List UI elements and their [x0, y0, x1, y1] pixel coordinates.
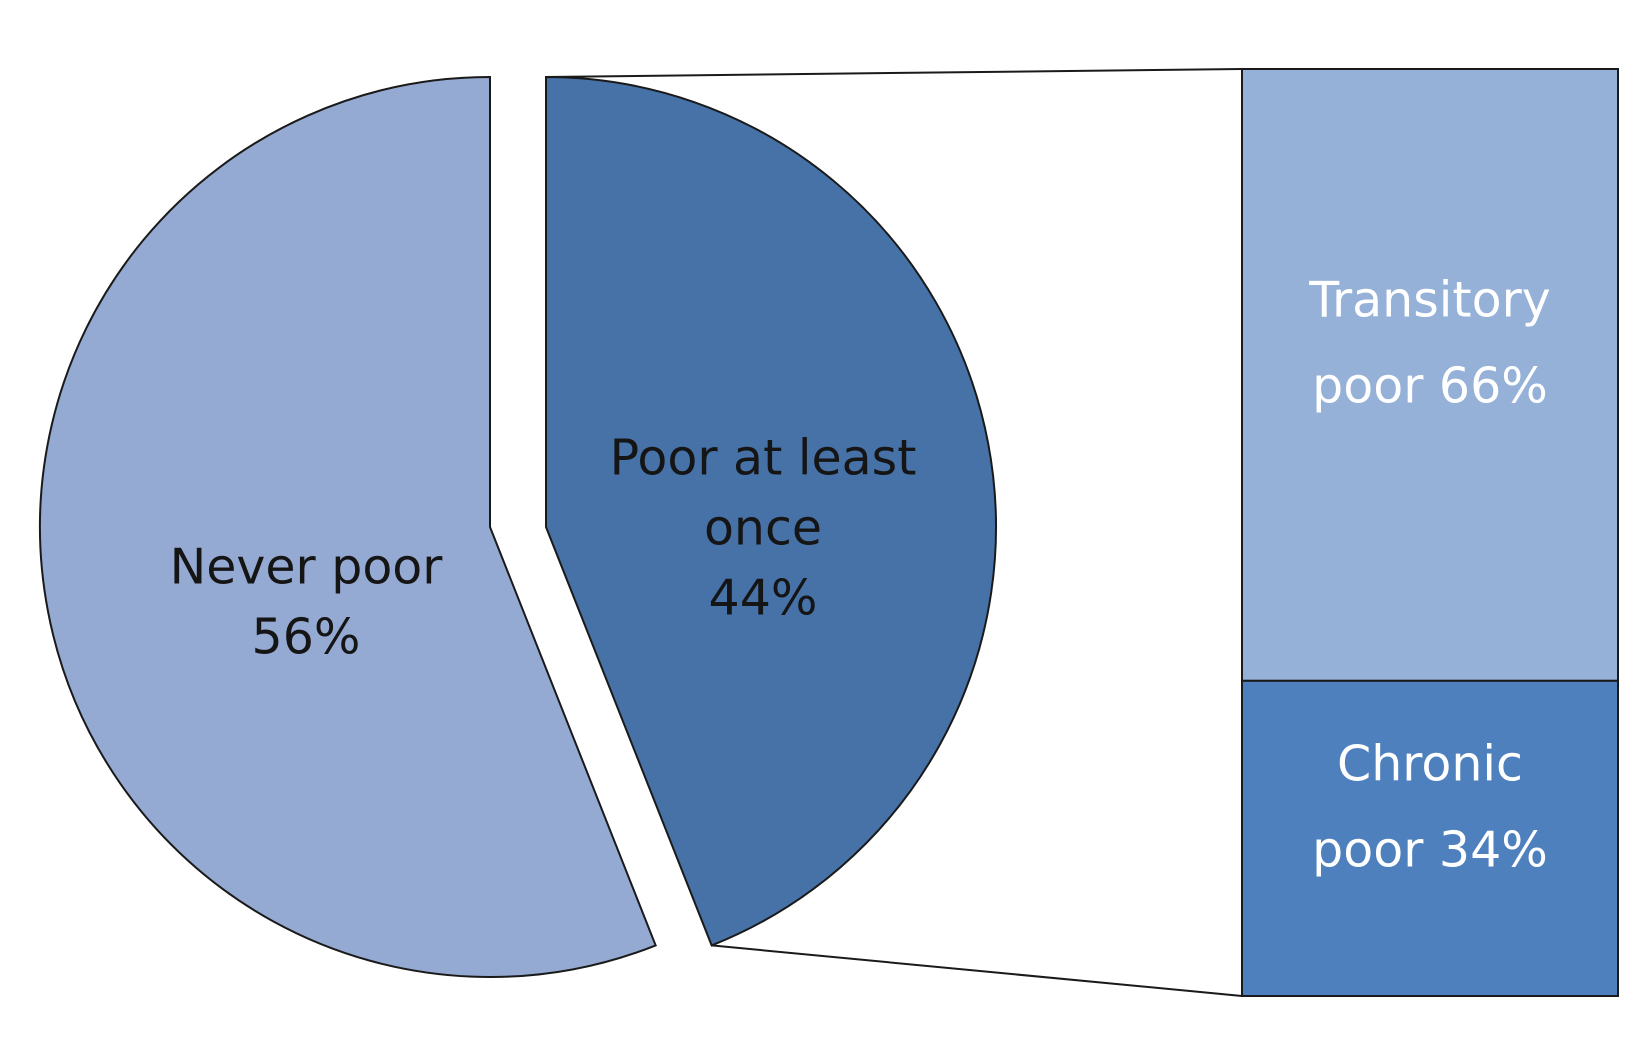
label-chronic-poor-line-2: poor 34%	[1312, 822, 1548, 879]
pie-slice-never-poor	[39, 75, 657, 978]
label-never-poor-line-2: 56%	[252, 609, 361, 666]
connector-lines	[545, 68, 1243, 997]
label-poor-at-least-once-line-3: 44%	[709, 570, 818, 627]
label-chronic-poor-line-1: Chronic	[1337, 736, 1523, 793]
label-never-poor-line-1: Never poor	[170, 539, 444, 596]
connector-line-bottom	[711, 944, 1243, 997]
breakdown-bar	[1241, 68, 1619, 997]
label-poor-at-least-once-line-2: once	[704, 500, 822, 557]
label-transitory-poor-line-1: Transitory	[1308, 272, 1550, 329]
data-labels: Never poor 56% Poor at least once 44% Transit…	[170, 272, 1551, 879]
connector-line-top	[545, 68, 1243, 78]
pie	[39, 75, 997, 978]
label-poor-at-least-once-line-1: Poor at least	[610, 430, 917, 487]
bar-segment-chronic-poor	[1241, 679, 1619, 997]
pie-slice-poor-at-least-once	[545, 75, 997, 947]
label-transitory-poor-line-2: poor 66%	[1312, 358, 1548, 415]
